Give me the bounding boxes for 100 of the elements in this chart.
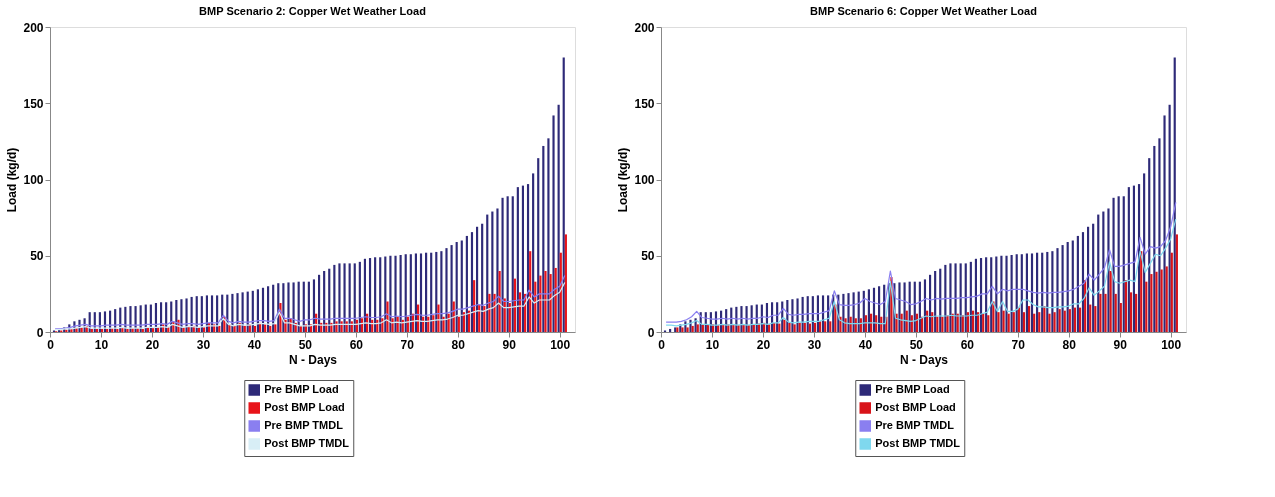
bar [1107, 208, 1110, 332]
bar [343, 263, 346, 332]
bar [450, 245, 453, 332]
bar [1038, 312, 1041, 332]
bar [936, 316, 939, 332]
bar [126, 328, 129, 332]
bar [982, 313, 985, 332]
bar [824, 321, 827, 332]
bar [1027, 306, 1031, 332]
bar [243, 325, 246, 332]
bar [292, 282, 295, 332]
bar [264, 324, 267, 332]
bar [1104, 293, 1107, 332]
bar [1114, 293, 1117, 332]
bar [389, 255, 392, 332]
bar [338, 263, 341, 332]
bar [740, 306, 743, 332]
y-tick-label: 50 [30, 249, 44, 264]
x-tick-label: 50 [909, 337, 924, 352]
bar [457, 316, 460, 332]
bar [1127, 187, 1130, 332]
bar [521, 185, 525, 332]
bar [1165, 266, 1168, 332]
bar [430, 252, 433, 332]
bar [686, 327, 689, 332]
x-axis-title: N - Days [288, 352, 338, 367]
bar [1000, 255, 1003, 332]
bar [167, 327, 170, 332]
legend-label: Post BMP TMDL [264, 437, 350, 449]
x-tick-label: 40 [247, 337, 262, 352]
x-tick-label: 100 [550, 337, 571, 352]
bar [552, 115, 555, 332]
bar [1048, 313, 1051, 332]
x-tick-label: 10 [94, 337, 109, 352]
y-tick-label: 0 [647, 325, 655, 340]
bar [788, 322, 791, 332]
legend-label: Pre BMP Load [264, 383, 339, 395]
bar [954, 263, 957, 332]
bar [399, 254, 402, 332]
bar [737, 325, 740, 332]
bar [547, 138, 550, 332]
y-tick-label: 50 [641, 249, 655, 264]
x-axis-title: N - Days [899, 352, 949, 367]
bar [442, 316, 445, 332]
bar [537, 158, 540, 332]
bar [1129, 292, 1133, 332]
bar [516, 187, 519, 332]
bar [1078, 307, 1082, 332]
x-tick-label: 20 [756, 337, 771, 352]
x-tick-label: 50 [298, 337, 313, 352]
legend-label: Post BMP TMDL [875, 437, 961, 449]
bar [987, 315, 990, 332]
x-tick-label: 70 [400, 337, 415, 352]
bar [1002, 310, 1005, 332]
bar [997, 312, 1000, 332]
bar [506, 196, 509, 332]
bar [1068, 309, 1071, 332]
bar [333, 264, 336, 332]
bar [253, 325, 257, 332]
bar [796, 298, 799, 332]
legend-label: Pre BMP TMDL [264, 419, 344, 431]
bar [1010, 254, 1013, 332]
bar [798, 322, 801, 332]
y-axis-title: Load (kg/d) [5, 147, 20, 213]
x-tick-label: 100 [1161, 337, 1182, 352]
bar [440, 251, 443, 332]
bar [949, 263, 952, 332]
bar [1170, 252, 1173, 332]
bar [269, 325, 272, 332]
bar [1099, 293, 1102, 332]
x-tick-label: 40 [858, 337, 873, 352]
bar [180, 299, 183, 332]
x-tick-label: 30 [196, 337, 211, 352]
y-tick-label: 100 [634, 173, 655, 187]
bar [1005, 255, 1008, 332]
bar [1073, 307, 1077, 332]
bar [1033, 313, 1036, 332]
x-tick-label: 10 [705, 337, 720, 352]
bar [903, 282, 906, 332]
bar [1119, 303, 1122, 332]
x-tick-label: 60 [960, 337, 975, 352]
bar [1058, 309, 1061, 332]
bar [1145, 281, 1148, 332]
x-tick-label: 90 [502, 337, 517, 352]
bar [542, 145, 545, 332]
bar [274, 324, 277, 332]
y-tick-label: 100 [23, 173, 44, 187]
bar [691, 325, 694, 332]
bar [374, 257, 377, 332]
bar [1175, 234, 1178, 332]
x-tick-label: 80 [1062, 337, 1077, 352]
bar [1122, 196, 1125, 332]
bar [1012, 312, 1015, 332]
bar [1053, 312, 1056, 332]
x-tick-label: 20 [145, 337, 160, 352]
bar [532, 173, 535, 332]
bar [496, 208, 499, 332]
bar [437, 304, 440, 332]
bar [353, 263, 356, 332]
bar [425, 252, 428, 332]
